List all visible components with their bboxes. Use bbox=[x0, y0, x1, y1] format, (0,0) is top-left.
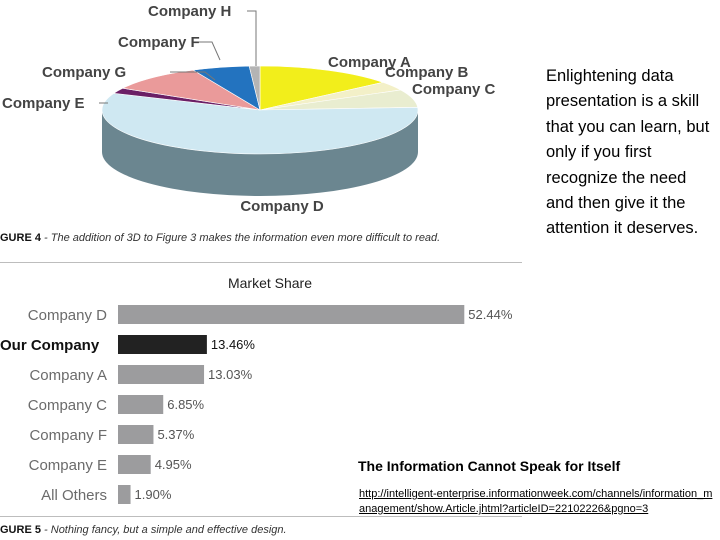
pie-leader-line bbox=[170, 71, 216, 81]
figure-5-label: GURE 5 bbox=[0, 524, 41, 536]
category-label-company-f: Company F bbox=[29, 427, 107, 444]
pie-label-company-b: Company B bbox=[385, 64, 469, 81]
bar-company-a bbox=[118, 365, 205, 384]
pie-leader-lines bbox=[99, 10, 257, 104]
bar-company-d bbox=[118, 305, 465, 324]
value-label-company-d: 52.44% bbox=[468, 307, 513, 322]
value-label-our-company: 13.46% bbox=[211, 337, 256, 352]
figure-5-text: - Nothing fancy, but a simple and effect… bbox=[40, 524, 287, 536]
bar-chart-title: Market Share bbox=[227, 275, 313, 291]
value-label-company-a: 13.03% bbox=[208, 367, 253, 382]
category-label-company-e: Company E bbox=[29, 457, 107, 474]
bar-company-c bbox=[118, 395, 164, 414]
source-link[interactable]: http://intelligent-enterprise.informatio… bbox=[359, 488, 713, 515]
figure-4-label: GURE 4 bbox=[0, 232, 41, 244]
pie-top-face bbox=[101, 65, 419, 155]
pie-label-company-e: Company E bbox=[2, 95, 85, 112]
pie-slice-company-g bbox=[121, 69, 261, 111]
category-label-company-a: Company A bbox=[29, 367, 107, 384]
bar-company-e bbox=[118, 455, 151, 474]
bar-our-company bbox=[118, 335, 207, 354]
pie-label-company-h: Company H bbox=[148, 3, 231, 20]
pie-leader-line bbox=[199, 41, 221, 61]
pie-side-face bbox=[102, 110, 418, 196]
value-label-company-e: 4.95% bbox=[155, 457, 192, 472]
section-heading: The Information Cannot Speak for Itself bbox=[358, 458, 621, 474]
value-label-company-f: 5.37% bbox=[157, 427, 194, 442]
pie-side-wall bbox=[102, 110, 418, 196]
bar-all-others bbox=[118, 485, 131, 504]
pie-label-company-d: Company D bbox=[240, 198, 324, 215]
figure-4-text: - The addition of 3D to Figure 3 makes t… bbox=[40, 232, 441, 244]
category-label-all-others: All Others bbox=[41, 487, 107, 504]
figure-4-caption: GURE 4 - The addition of 3D to Figure 3 … bbox=[0, 232, 440, 244]
pie-label-company-g: Company G bbox=[42, 64, 126, 81]
bar-company-f bbox=[118, 425, 154, 444]
pie-label-company-f: Company F bbox=[118, 34, 200, 51]
pie-label-company-c: Company C bbox=[412, 81, 496, 98]
divider-top bbox=[0, 262, 522, 263]
category-label-company-d: Company D bbox=[28, 307, 107, 324]
pie-slice-company-a bbox=[259, 65, 385, 111]
pie-slice-company-d bbox=[101, 93, 419, 155]
side-commentary: Enlightening data presentation is a skil… bbox=[546, 67, 710, 238]
bar-chart: Company D 52.44% Our Company 13.46% Company … bbox=[0, 305, 513, 504]
pie-leader-line bbox=[247, 10, 257, 66]
category-label-our-company: Our Company bbox=[0, 337, 100, 354]
category-label-company-c: Company C bbox=[28, 397, 107, 414]
divider-bottom bbox=[0, 516, 522, 517]
figure-5-caption: GURE 5 - Nothing fancy, but a simple and… bbox=[0, 524, 287, 536]
value-label-all-others: 1.90% bbox=[135, 487, 172, 502]
pie-label-company-a: Company A bbox=[328, 54, 411, 71]
pie-slice-company-h bbox=[248, 65, 261, 111]
value-label-company-c: 6.85% bbox=[167, 397, 204, 412]
bar-series: Company D 52.44% Our Company 13.46% Company … bbox=[0, 305, 513, 504]
